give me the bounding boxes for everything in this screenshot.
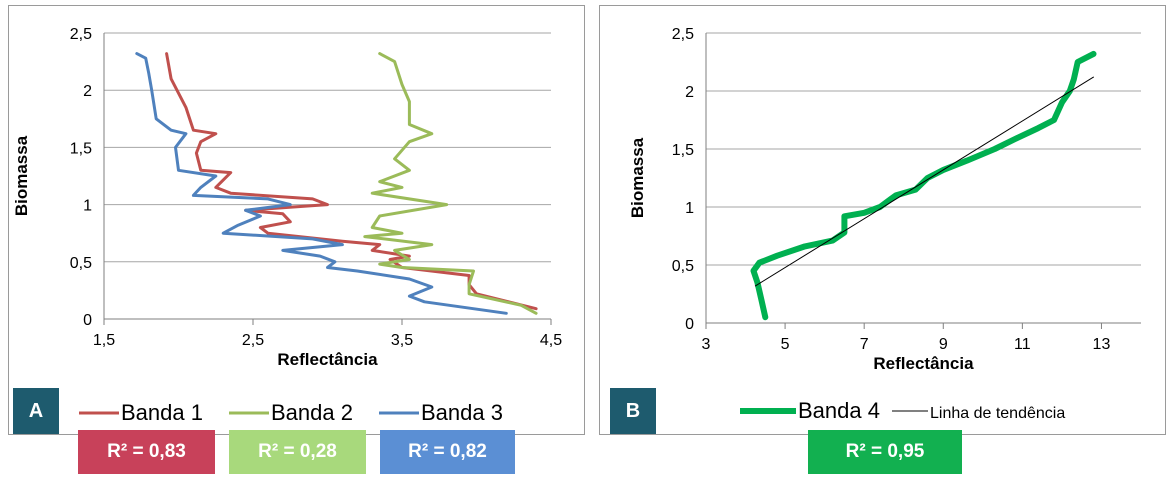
x-tick-label: 2,5 <box>242 332 264 349</box>
legend-label-banda-1: Banda 1 <box>121 400 203 425</box>
r2-badge-banda-1: R² = 0,83 <box>78 430 215 474</box>
y-tick-label: 0 <box>685 316 694 333</box>
y-tick-label: 2,5 <box>70 26 92 43</box>
y-tick-label: 2 <box>83 83 92 100</box>
y-tick-label: 1 <box>685 200 694 217</box>
chart-panel-b: 0 0,5 1 1,5 2 2,5 3 5 7 9 11 13 Reflectância Biomassa… <box>599 5 1166 435</box>
x-tick-label: 1,5 <box>93 332 115 349</box>
legend-label-banda-3: Banda 3 <box>421 400 503 425</box>
chart-panel-a: 0 0,5 1 1,5 2 2,5 1,5 2,5 3,5 4,5 Reflectância Biom… <box>8 5 585 435</box>
series-line-banda-4 <box>750 50 1097 321</box>
y-tick-label: 2 <box>685 84 694 101</box>
y-tick-label: 1 <box>83 198 92 215</box>
legend-label-banda-4: Banda 4 <box>798 398 880 423</box>
x-tick-label: 13 <box>1093 336 1111 353</box>
panel-tag-b: B <box>610 388 656 434</box>
y-axis-title: Biomassa <box>12 135 31 216</box>
x-tick-label: 3,5 <box>391 332 413 349</box>
y-tick-label: 1,5 <box>70 140 92 157</box>
x-tick-label: 5 <box>781 336 790 353</box>
x-tick-label: 3 <box>702 336 711 353</box>
series-line-banda-2 <box>363 52 538 315</box>
r2-badge-banda-3: R² = 0,82 <box>380 430 515 474</box>
series-line-banda-1 <box>165 52 538 311</box>
series-line-linha-de-tendência <box>754 76 1094 287</box>
series-line-banda-3 <box>135 52 508 315</box>
x-tick-label: 9 <box>939 336 948 353</box>
x-axis-title: Reflectância <box>277 350 378 369</box>
x-tick-label: 11 <box>1014 336 1031 353</box>
y-tick-label: 0 <box>83 312 92 329</box>
x-tick-label: 7 <box>860 336 869 353</box>
panel-tag-a: A <box>13 388 59 434</box>
chart-a-svg: 0 0,5 1 1,5 2 2,5 1,5 2,5 3,5 4,5 Reflectância Biom… <box>12 26 562 425</box>
y-tick-label: 0,5 <box>672 258 694 275</box>
legend-label-linha-de-tendência: Linha de tendência <box>930 405 1065 422</box>
r2-badge-banda-4: R² = 0,95 <box>808 430 962 474</box>
x-tick-label: 4,5 <box>540 332 562 349</box>
x-axis-title: Reflectância <box>873 354 974 373</box>
r2-badge-banda-2: R² = 0,28 <box>229 430 366 474</box>
y-tick-label: 0,5 <box>70 255 92 272</box>
y-axis-title: Biomassa <box>628 137 647 218</box>
y-tick-label: 1,5 <box>672 142 694 159</box>
y-tick-label: 2,5 <box>672 26 694 43</box>
chart-b-svg: 0 0,5 1 1,5 2 2,5 3 5 7 9 11 13 Reflectância Biomassa… <box>628 26 1141 423</box>
legend-label-banda-2: Banda 2 <box>271 400 353 425</box>
